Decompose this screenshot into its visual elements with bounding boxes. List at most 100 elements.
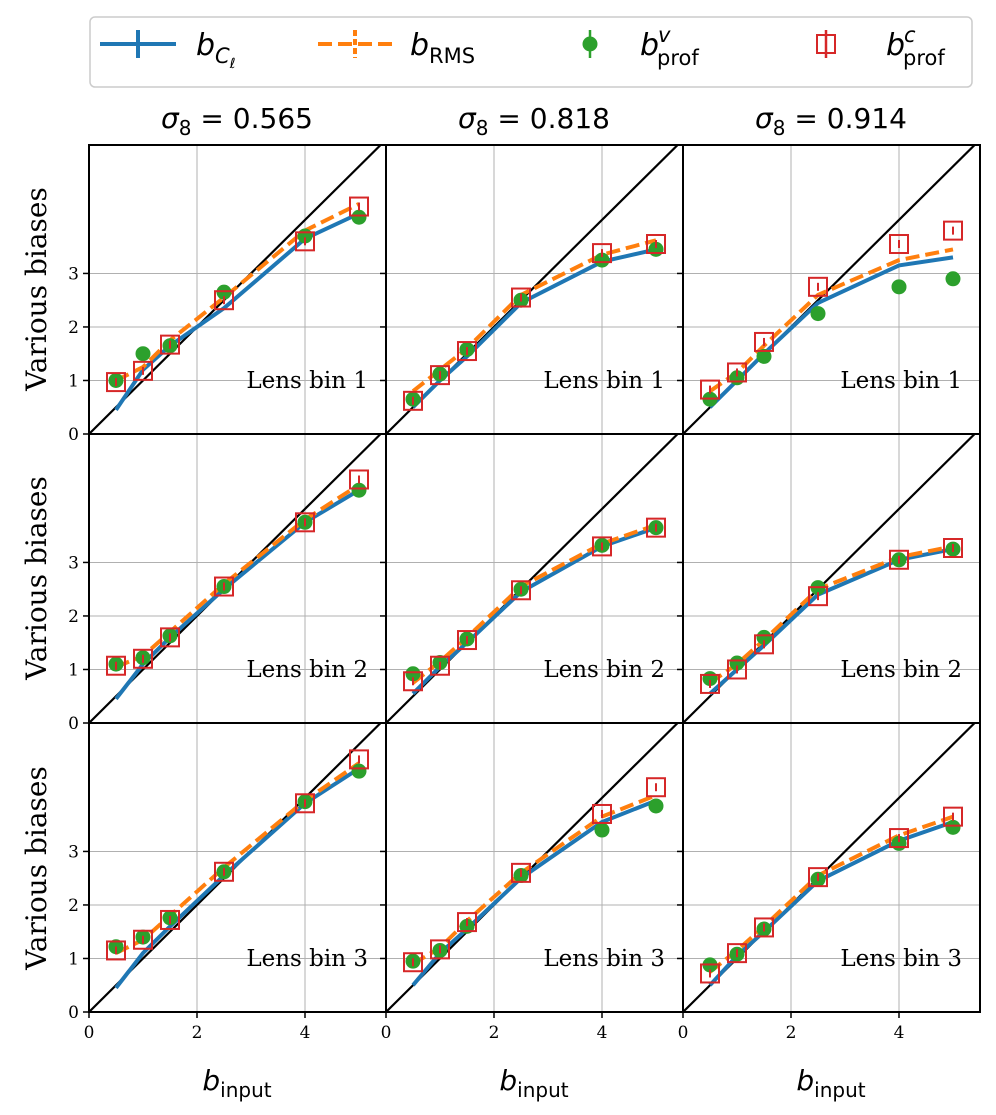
grid — [683, 434, 980, 723]
point-b-prof-c — [592, 243, 612, 264]
point-b-prof-v — [405, 666, 421, 682]
point-b-prof-v — [135, 346, 151, 362]
point-b-prof-c — [511, 580, 531, 601]
point-b-prof-c — [457, 630, 477, 651]
column-xlabel-2: binput — [796, 1064, 865, 1102]
column-title-2: σ8 = 0.914 — [755, 102, 907, 140]
point-b-prof-c — [808, 276, 828, 297]
tick-label-x: 0 — [381, 1023, 392, 1043]
column-title-2-sub: 8 — [773, 116, 786, 140]
row-ylabel-2: Various biases — [20, 766, 53, 971]
legend-label-b-rms-main: b — [410, 28, 429, 63]
legend-entry-b-cl: bCℓ — [100, 28, 236, 72]
point-b-prof-c — [106, 940, 126, 961]
legend-entry-b-prof-c: b c prof — [816, 23, 945, 70]
point-b-prof-v — [648, 798, 664, 814]
point-b-prof-c — [349, 469, 369, 490]
panel-r1c2: Lens bin 2 — [677, 433, 981, 729]
point-b-prof-v — [351, 482, 367, 498]
legend-frame — [89, 16, 973, 88]
point-b-prof-c — [808, 867, 828, 888]
series-line-b-rms — [115, 202, 360, 383]
panel-frame — [682, 722, 981, 1013]
row-ylabels: Various biases Various biases Various bi… — [20, 187, 53, 971]
plot-area — [386, 434, 680, 723]
legend-label-b-prof-v-main: b — [640, 28, 659, 63]
point-b-prof-c — [457, 341, 477, 362]
panel-r1c1: Lens bin 2 — [380, 433, 684, 729]
point-b-prof-c — [214, 861, 234, 882]
legend-label-b-prof-v: b — [640, 28, 659, 63]
panel-label: Lens bin 2 — [543, 657, 665, 683]
column-xlabels: binput binput binput — [202, 1064, 865, 1102]
legend-swatch-b-prof-v — [582, 36, 598, 52]
panel-r0c0: Lens bin 1 0 1 2 3 — [68, 144, 387, 445]
tick-label-x: 4 — [894, 1023, 905, 1043]
column-title-1-rest: = 0.818 — [489, 102, 610, 135]
point-b-prof-c — [646, 517, 666, 538]
point-b-prof-v — [810, 306, 826, 322]
point-b-prof-c — [403, 390, 423, 411]
point-b-prof-v — [756, 348, 772, 364]
column-xlabel-1-main: b — [499, 1064, 517, 1097]
point-b-prof-c — [754, 331, 774, 352]
plot-area — [89, 434, 383, 723]
point-b-prof-c — [889, 234, 909, 255]
tick-label-y: 0 — [68, 1003, 79, 1023]
point-b-prof-c — [754, 917, 774, 938]
point-b-prof-v — [945, 271, 961, 287]
point-b-prof-v — [594, 252, 610, 268]
column-xlabel-0: binput — [202, 1064, 271, 1102]
point-b-prof-c — [700, 963, 720, 984]
point-b-prof-c — [430, 939, 450, 960]
point-b-prof-c — [160, 627, 180, 648]
row-ylabel-0: Various biases — [20, 187, 53, 392]
column-title-1: σ8 = 0.818 — [458, 102, 610, 140]
panel-r2c1: Lens bin 3 0 2 4 — [380, 722, 684, 1043]
legend-label-b-cl-main: b — [196, 28, 215, 63]
series-line-b-cl — [708, 255, 954, 409]
panel-r2c0: Lens bin 3 0 1 2 3 0 2 4 — [68, 722, 387, 1043]
column-title-2-symbol: σ — [755, 102, 774, 135]
point-b-prof-c — [592, 803, 612, 824]
point-b-prof-c — [403, 952, 423, 973]
panel-r0c1: Lens bin 1 — [380, 144, 684, 440]
plot-area — [89, 723, 383, 1012]
plot-area — [89, 145, 383, 434]
point-b-prof-v — [756, 629, 772, 645]
point-b-prof-c — [754, 634, 774, 655]
point-b-prof-c — [889, 828, 909, 849]
point-b-prof-v — [351, 209, 367, 225]
grid — [386, 723, 683, 1012]
point-b-prof-c — [646, 777, 666, 798]
tick-label-y: 1 — [68, 949, 79, 969]
point-b-prof-c — [700, 379, 720, 400]
column-title-0-symbol: σ — [161, 102, 180, 135]
tick-label-y: 2 — [68, 607, 79, 627]
legend-label-b-prof-v-sub: prof — [657, 46, 699, 70]
column-xlabel-1: binput — [499, 1064, 568, 1102]
panel-label: Lens bin 3 — [543, 946, 665, 972]
tick-label-y: 3 — [68, 553, 79, 573]
point-b-prof-c — [646, 234, 666, 255]
legend: bCℓ bRMS b v prof b — [89, 16, 973, 88]
point-b-prof-c — [349, 196, 369, 217]
panel-label: Lens bin 3 — [246, 946, 368, 972]
point-b-prof-c — [889, 549, 909, 570]
point-b-prof-c — [430, 365, 450, 386]
point-b-prof-c — [727, 659, 747, 680]
plot-area — [683, 145, 977, 434]
column-title-1-symbol: σ — [458, 102, 477, 135]
legend-label-b-prof-c-sub: prof — [903, 46, 945, 70]
legend-label-b-prof-c: b — [886, 28, 905, 63]
legend-label-b-cl-sub: C — [215, 44, 230, 68]
point-b-prof-c — [808, 586, 828, 607]
plot-area — [386, 145, 680, 434]
legend-swatch-b-prof-c — [816, 34, 836, 54]
row-ylabel-1: Various biases — [20, 476, 53, 681]
tick-label-x: 4 — [597, 1023, 608, 1043]
grid — [683, 145, 980, 434]
tick-label-y: 3 — [68, 842, 79, 862]
